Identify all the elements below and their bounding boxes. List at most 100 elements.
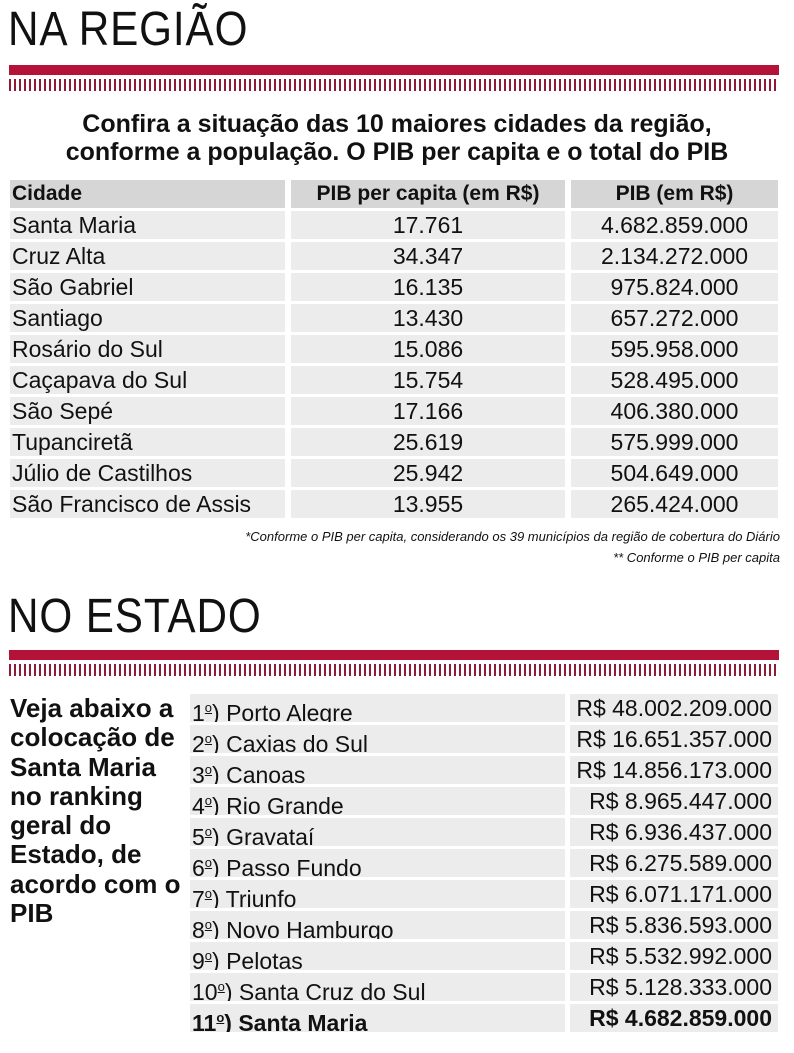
city-name: Passo Fundo bbox=[226, 855, 362, 877]
rank-separator: ) bbox=[212, 948, 227, 970]
rank-separator: ) bbox=[224, 979, 239, 1001]
ranking-pib: R$ 6.936.437.000 bbox=[570, 818, 778, 846]
section-bar bbox=[9, 650, 779, 660]
ranking-city: 1o) Porto Alegre bbox=[190, 694, 565, 722]
region-table: Cidade PIB per capita (em R$) PIB (em R$… bbox=[10, 180, 778, 521]
city-name: Caxias do Sul bbox=[226, 731, 369, 753]
rank-number: 9 bbox=[192, 948, 205, 970]
region-title: NA REGIÃO bbox=[8, 3, 249, 56]
table-row: Santiago 13.430 657.272.000 bbox=[10, 304, 778, 335]
ranking-pib: R$ 4.682.859.000 bbox=[570, 1004, 778, 1032]
rank-separator: ) bbox=[212, 731, 227, 753]
ranking-city: 5o) Gravataí bbox=[190, 818, 565, 846]
city-name: Pelotas bbox=[226, 948, 303, 970]
table-cell: 25.942 bbox=[291, 459, 565, 487]
ranking-city: 9o) Pelotas bbox=[190, 942, 565, 970]
table-cell: Júlio de Castilhos bbox=[10, 459, 285, 487]
table-cell: 13.955 bbox=[291, 490, 565, 518]
table-cell: Santa Maria bbox=[10, 211, 285, 239]
table-cell: 2.134.272.000 bbox=[571, 242, 778, 270]
ranking-row: 5o) Gravataí R$ 6.936.437.000 bbox=[190, 818, 778, 849]
city-name: Santa Cruz do Sul bbox=[238, 979, 426, 1001]
state-side-text: Veja abaixo a colocação de Santa Maria n… bbox=[10, 693, 181, 929]
table-cell: 595.958.000 bbox=[571, 335, 778, 363]
city-name: Triunfo bbox=[225, 886, 297, 908]
footnote: ** Conforme o PIB per capita bbox=[613, 550, 780, 565]
table-cell: Cruz Alta bbox=[10, 242, 285, 270]
state-ranking-table: 1o) Porto Alegre R$ 48.002.209.000 2o) Cax… bbox=[190, 694, 778, 1035]
rank-separator: ) bbox=[212, 762, 227, 784]
rank-separator: ) bbox=[224, 1010, 239, 1032]
rank-number: 10 bbox=[192, 979, 218, 1001]
ranking-pib: R$ 48.002.209.000 bbox=[570, 694, 778, 722]
table-row: Tupanciretã 25.619 575.999.000 bbox=[10, 428, 778, 459]
table-cell: 25.619 bbox=[291, 428, 565, 456]
ranking-city: 4o) Rio Grande bbox=[190, 787, 565, 815]
intro-line: Confira a situação das 10 maiores cidade… bbox=[82, 110, 712, 138]
table-cell: 4.682.859.000 bbox=[571, 211, 778, 239]
ranking-city: 11o) Santa Maria bbox=[190, 1004, 565, 1032]
rank-separator: ) bbox=[212, 700, 227, 722]
rank-number: 7 bbox=[192, 886, 205, 908]
rank-separator: ) bbox=[212, 824, 227, 846]
table-cell: 575.999.000 bbox=[571, 428, 778, 456]
footnote: *Conforme o PIB per capita, considerando… bbox=[245, 529, 780, 544]
ordinal-mark: o bbox=[217, 979, 225, 994]
ordinal-mark: o bbox=[204, 731, 213, 746]
table-cell: 34.347 bbox=[291, 242, 565, 270]
section-ticks bbox=[9, 664, 779, 676]
table-row: Cruz Alta 34.347 2.134.272.000 bbox=[10, 242, 778, 273]
ranking-city: 10o) Santa Cruz do Sul bbox=[190, 973, 565, 1001]
rank-separator: ) bbox=[212, 855, 227, 877]
rank-number: 6 bbox=[192, 855, 205, 877]
section-ticks bbox=[9, 79, 779, 91]
ranking-pib: R$ 8.965.447.000 bbox=[570, 787, 778, 815]
ranking-pib: R$ 5.836.593.000 bbox=[570, 911, 778, 939]
ranking-pib: R$ 6.071.171.000 bbox=[570, 880, 778, 908]
ranking-pib: R$ 16.651.357.000 bbox=[570, 725, 778, 753]
ranking-pib: R$ 6.275.589.000 bbox=[570, 849, 778, 877]
table-cell: Tupanciretã bbox=[10, 428, 285, 456]
rank-separator: ) bbox=[212, 886, 226, 908]
rank-separator: ) bbox=[212, 793, 227, 815]
table-cell: São Sepé bbox=[10, 397, 285, 425]
ordinal-mark: o bbox=[204, 824, 213, 839]
city-name: Rio Grande bbox=[226, 793, 344, 815]
state-title: NO ESTADO bbox=[8, 590, 262, 643]
ranking-row: 7o) Triunfo R$ 6.071.171.000 bbox=[190, 880, 778, 911]
table-cell: 504.649.000 bbox=[571, 459, 778, 487]
table-cell: 15.086 bbox=[291, 335, 565, 363]
ordinal-mark: o bbox=[204, 700, 213, 715]
table-row: Júlio de Castilhos 25.942 504.649.000 bbox=[10, 459, 778, 490]
table-row: São Gabriel 16.135 975.824.000 bbox=[10, 273, 778, 304]
table-cell: 406.380.000 bbox=[571, 397, 778, 425]
city-name: Novo Hamburgo bbox=[226, 917, 394, 939]
rank-number: 5 bbox=[192, 824, 205, 846]
ranking-city: 2o) Caxias do Sul bbox=[190, 725, 565, 753]
ranking-row: 2o) Caxias do Sul R$ 16.651.357.000 bbox=[190, 725, 778, 756]
table-cell: Santiago bbox=[10, 304, 285, 332]
header-pib-per-capita: PIB per capita (em R$) bbox=[291, 180, 565, 208]
ranking-row: 9o) Pelotas R$ 5.532.992.000 bbox=[190, 942, 778, 973]
ordinal-mark: o bbox=[204, 762, 213, 777]
table-cell: São Gabriel bbox=[10, 273, 285, 301]
ranking-row: 1o) Porto Alegre R$ 48.002.209.000 bbox=[190, 694, 778, 725]
ordinal-mark: o bbox=[216, 1010, 225, 1025]
rank-number: 11 bbox=[192, 1010, 217, 1032]
ordinal-mark: o bbox=[204, 855, 213, 870]
region-intro: Confira a situação das 10 maiores cidade… bbox=[0, 110, 794, 166]
rank-number: 4 bbox=[192, 793, 205, 815]
table-row: São Francisco de Assis 13.955 265.424.000 bbox=[10, 490, 778, 521]
ranking-pib: R$ 5.532.992.000 bbox=[570, 942, 778, 970]
table-header: Cidade PIB per capita (em R$) PIB (em R$… bbox=[10, 180, 778, 211]
city-name: Porto Alegre bbox=[226, 700, 353, 722]
table-cell: Rosário do Sul bbox=[10, 335, 285, 363]
table-cell: 13.430 bbox=[291, 304, 565, 332]
ranking-row: 6o) Passo Fundo R$ 6.275.589.000 bbox=[190, 849, 778, 880]
ranking-city: 8o) Novo Hamburgo bbox=[190, 911, 565, 939]
table-cell: 15.754 bbox=[291, 366, 565, 394]
city-name: Santa Maria bbox=[238, 1010, 368, 1032]
ordinal-mark: o bbox=[204, 886, 213, 901]
ranking-row: 8o) Novo Hamburgo R$ 5.836.593.000 bbox=[190, 911, 778, 942]
table-cell: São Francisco de Assis bbox=[10, 490, 285, 518]
